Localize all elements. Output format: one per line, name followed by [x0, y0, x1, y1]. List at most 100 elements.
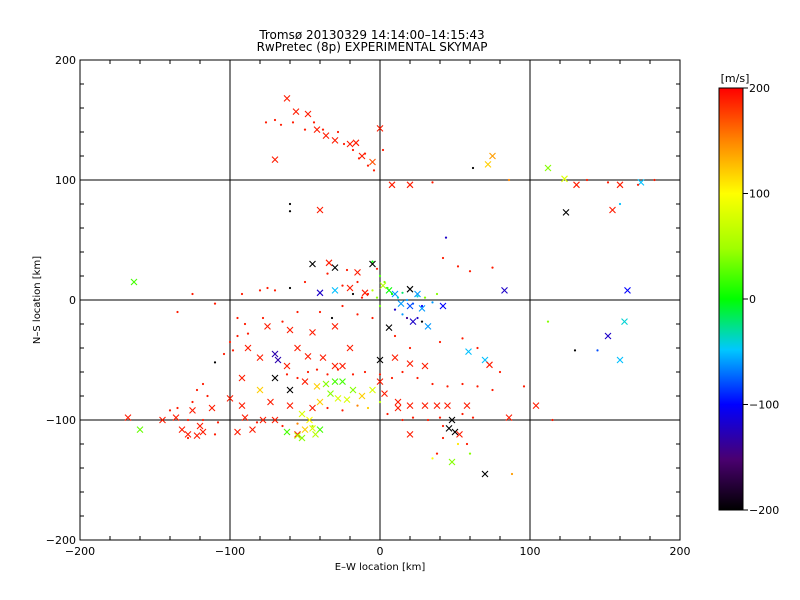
data-point-dot: [461, 337, 464, 340]
data-point-x: [331, 264, 339, 271]
data-point-dot: [371, 289, 374, 292]
data-point-dot: [356, 404, 359, 407]
data-point-x: [388, 181, 396, 189]
data-point-x: [316, 206, 324, 214]
data-point-dot: [420, 320, 424, 323]
data-point-x: [283, 95, 291, 102]
data-point-x: [346, 284, 354, 292]
data-point-x: [448, 458, 456, 466]
data-point-x: [376, 356, 384, 364]
data-point-dot: [401, 291, 404, 294]
data-point-x: [286, 402, 294, 409]
data-point-x: [406, 431, 414, 438]
data-point-dot: [356, 280, 359, 284]
data-point-dot: [444, 236, 448, 239]
data-point-dot: [371, 316, 374, 320]
data-point-x: [298, 410, 306, 418]
data-point-x: [391, 290, 399, 298]
data-point-x: [624, 287, 631, 294]
data-point-dot: [288, 202, 292, 206]
data-point-dot: [303, 128, 307, 131]
data-point-dot: [213, 302, 217, 305]
data-point-x: [343, 396, 351, 403]
data-point-dot: [393, 308, 397, 311]
data-point-dot: [441, 424, 445, 428]
data-point-dot: [551, 418, 554, 422]
data-point-dot: [372, 169, 376, 172]
data-point-dot: [255, 421, 259, 424]
data-point-x: [199, 428, 207, 436]
data-point-x: [406, 181, 414, 189]
data-point-x: [256, 354, 264, 361]
y-tick-label: −100: [46, 414, 76, 427]
data-point-dot: [386, 412, 389, 416]
colorbar-label: [m/s]: [721, 72, 750, 85]
data-point-dot: [426, 418, 430, 422]
data-point-dot: [246, 332, 250, 335]
data-point-dot: [228, 340, 232, 344]
data-point-dot: [405, 316, 409, 320]
data-point-x: [184, 431, 192, 438]
data-point-dot: [401, 370, 404, 374]
data-point-dot: [281, 424, 284, 428]
data-point-x: [391, 354, 399, 361]
colorbar-tick-label: 0: [749, 293, 756, 306]
data-point-dot: [291, 121, 295, 124]
data-point-x: [354, 269, 361, 276]
data-point-x: [456, 431, 463, 438]
data-point-dot: [386, 286, 389, 290]
colorbar-gradient: [718, 87, 744, 511]
data-point-x: [309, 329, 316, 336]
data-point-x: [463, 402, 471, 409]
data-point-dot: [507, 178, 511, 182]
x-tick-label: 100: [520, 545, 541, 558]
colorbar: [m/s] 200 100 0 −100 −200: [718, 72, 779, 517]
data-point-dot: [491, 388, 494, 392]
data-point-dot: [510, 472, 514, 476]
data-point-dot: [371, 260, 374, 263]
data-point-x: [271, 350, 279, 358]
y-tick-label: −200: [46, 534, 76, 547]
data-point-x: [379, 282, 387, 289]
data-point-dot: [471, 166, 475, 170]
data-point-dot: [303, 280, 307, 284]
data-point-dot: [375, 267, 379, 270]
data-point-x: [226, 395, 234, 402]
data-point-x: [418, 305, 426, 312]
data-point-dot: [176, 406, 179, 410]
data-point-dot: [383, 280, 386, 284]
data-point-x: [489, 152, 496, 160]
data-point-dot: [476, 346, 479, 350]
data-point-x: [283, 362, 291, 370]
data-point-dot: [273, 118, 277, 122]
colorbar-tick-label: −200: [749, 504, 779, 517]
data-point-dot: [378, 400, 382, 404]
data-point-x: [331, 378, 339, 385]
data-point-x: [334, 395, 342, 402]
colorbar-tick-label: 200: [749, 82, 770, 95]
data-point-dot: [471, 416, 475, 419]
data-point-x: [325, 259, 333, 267]
data-point-x: [301, 426, 309, 433]
data-point-dot: [306, 370, 310, 374]
data-point-dot: [351, 373, 355, 376]
data-point-dot: [431, 382, 434, 386]
data-point-dot: [411, 416, 415, 419]
data-point-x: [609, 206, 616, 214]
data-point-dot: [393, 334, 397, 338]
data-point-dot: [326, 406, 329, 410]
data-point-dot: [401, 313, 404, 316]
data-point-dot: [522, 385, 526, 388]
data-point-x: [465, 348, 472, 355]
data-point-dot: [285, 373, 289, 376]
data-point-x: [238, 402, 246, 409]
data-point-x: [346, 344, 354, 352]
data-point-dot: [261, 316, 265, 320]
data-point-dot: [461, 412, 464, 416]
data-point-dot: [416, 376, 419, 380]
data-point-dot: [378, 274, 382, 278]
data-point-x: [409, 318, 417, 325]
data-point-dot: [258, 289, 262, 292]
gridlines: [80, 60, 680, 540]
